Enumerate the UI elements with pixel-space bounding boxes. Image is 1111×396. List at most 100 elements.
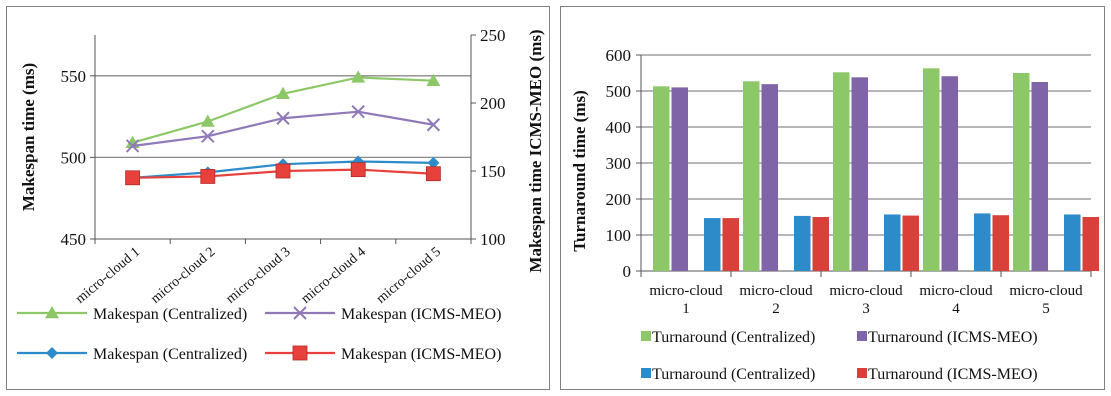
bar xyxy=(671,87,688,272)
bar xyxy=(812,217,829,271)
square-marker xyxy=(425,166,441,182)
legend-item: Makespan (ICMS-MEO) xyxy=(265,306,501,323)
y-tick-label: 500 xyxy=(606,82,632,101)
x-tick-label: 4 xyxy=(952,301,960,317)
legend-label: Makespan (Centralized) xyxy=(93,306,247,323)
x-tick-label: 1 xyxy=(682,301,690,317)
bar xyxy=(794,215,811,271)
y2-tick-label: 100 xyxy=(480,230,506,249)
bar xyxy=(974,213,991,271)
y-tick-label: 500 xyxy=(61,148,87,167)
bar xyxy=(884,214,901,271)
legend-label: Turnaround (ICMS-MEO) xyxy=(868,366,1038,383)
bar xyxy=(1064,214,1081,271)
turnaround-bar-chart: 0 100 200 300 400 500 600 Turnaround time (ms) m… xyxy=(570,46,1099,383)
y-tick-label: 0 xyxy=(623,262,632,281)
y-tick-label: 600 xyxy=(606,46,632,65)
bar xyxy=(1013,73,1030,271)
bar xyxy=(653,86,670,271)
x-tick-label: micro-cloud xyxy=(829,283,903,299)
x-tick-label: 2 xyxy=(772,301,780,317)
legend-swatch xyxy=(857,331,867,341)
x-tick-label: micro-cloud 2 xyxy=(148,245,218,307)
y-tick-label: 550 xyxy=(61,67,87,86)
x-tick-label: micro-cloud 1 xyxy=(73,245,143,307)
x-tick-label: 3 xyxy=(862,301,870,317)
diamond-marker xyxy=(427,156,440,169)
legend-swatch xyxy=(641,368,651,378)
legend-item: Turnaround (Centralized) xyxy=(641,366,815,383)
legend-item: Makespan (ICMS-MEO) xyxy=(265,345,501,363)
x-marker xyxy=(276,111,290,125)
y2-axis-title: Makespan time ICMS-MEO (ms) xyxy=(526,29,545,272)
bar xyxy=(743,81,760,271)
bar xyxy=(1082,217,1099,271)
x-marker xyxy=(125,139,140,153)
bar xyxy=(722,218,739,271)
legend-item: Makespan (Centralized) xyxy=(17,306,247,323)
bar-series xyxy=(671,76,1048,272)
x-marker xyxy=(201,129,215,143)
x-tick-label: 5 xyxy=(1042,301,1050,317)
line-chart-panel: 450 500 550 100 150 200 250 micro-cloud 1 micro-… xyxy=(6,6,550,390)
x-marker xyxy=(351,104,365,119)
line-series xyxy=(125,104,441,153)
bar xyxy=(833,72,850,271)
bar xyxy=(851,77,868,271)
y-tick-label: 200 xyxy=(606,190,632,209)
y-tick-label: 300 xyxy=(606,154,632,173)
legend-item: Turnaround (ICMS-MEO) xyxy=(857,366,1038,383)
legend-label: Turnaround (Centralized) xyxy=(652,366,815,383)
diamond-marker xyxy=(46,347,58,359)
legend-label: Makespan (ICMS-MEO) xyxy=(341,346,501,363)
legend-label: Makespan (Centralized) xyxy=(93,346,247,363)
x-tick-label: micro-cloud 5 xyxy=(374,245,444,307)
legend-swatch xyxy=(641,331,651,341)
legend-label: Makespan (ICMS-MEO) xyxy=(341,306,501,323)
x-marker xyxy=(426,118,441,132)
triangle-marker xyxy=(276,86,290,100)
legend-item: Turnaround (ICMS-MEO) xyxy=(857,329,1038,346)
bar xyxy=(1031,82,1048,271)
bar xyxy=(941,76,958,272)
y-tick-label: 100 xyxy=(606,226,632,245)
bar xyxy=(923,68,940,271)
x-tick-label: micro-cloud xyxy=(919,283,993,299)
bar xyxy=(761,84,778,271)
y-tick-label: 450 xyxy=(61,230,87,249)
line-series xyxy=(125,162,441,186)
legend-item: Turnaround (Centralized) xyxy=(641,329,815,346)
bar-series xyxy=(704,213,1081,271)
triangle-marker xyxy=(426,73,441,86)
legend-swatch xyxy=(857,368,867,378)
line-series xyxy=(125,70,441,148)
square-marker xyxy=(350,162,366,178)
y2-tick-label: 150 xyxy=(480,162,506,181)
y2-tick-label: 250 xyxy=(480,26,506,45)
legend-label: Turnaround (Centralized) xyxy=(652,329,815,346)
square-marker xyxy=(200,169,216,184)
bar xyxy=(992,215,1009,271)
legend-item: Makespan (Centralized) xyxy=(17,346,247,363)
x-tick-label: micro-cloud 4 xyxy=(299,245,369,307)
bar-series xyxy=(722,215,1099,271)
triangle-marker xyxy=(351,70,366,83)
x-tick-label: micro-cloud xyxy=(1009,283,1083,299)
bar xyxy=(704,218,721,271)
square-marker xyxy=(125,170,140,186)
square-marker xyxy=(275,163,291,179)
bar-series xyxy=(653,68,1030,271)
x-tick-label: micro-cloud xyxy=(649,283,723,299)
y2-tick-label: 200 xyxy=(480,94,506,113)
bar-chart-panel: 0 100 200 300 400 500 600 Turnaround time (ms) m… xyxy=(560,6,1105,390)
x-tick-label: micro-cloud 3 xyxy=(223,245,293,307)
triangle-marker xyxy=(200,114,215,127)
y-axis-title: Turnaround time (ms) xyxy=(570,90,589,252)
y-axis-title: Makespan time (ms) xyxy=(19,63,38,211)
triangle-marker xyxy=(45,306,59,319)
y-tick-label: 400 xyxy=(606,118,632,137)
bar xyxy=(902,215,919,271)
x-tick-label: micro-cloud xyxy=(739,283,813,299)
x-marker xyxy=(293,306,307,320)
